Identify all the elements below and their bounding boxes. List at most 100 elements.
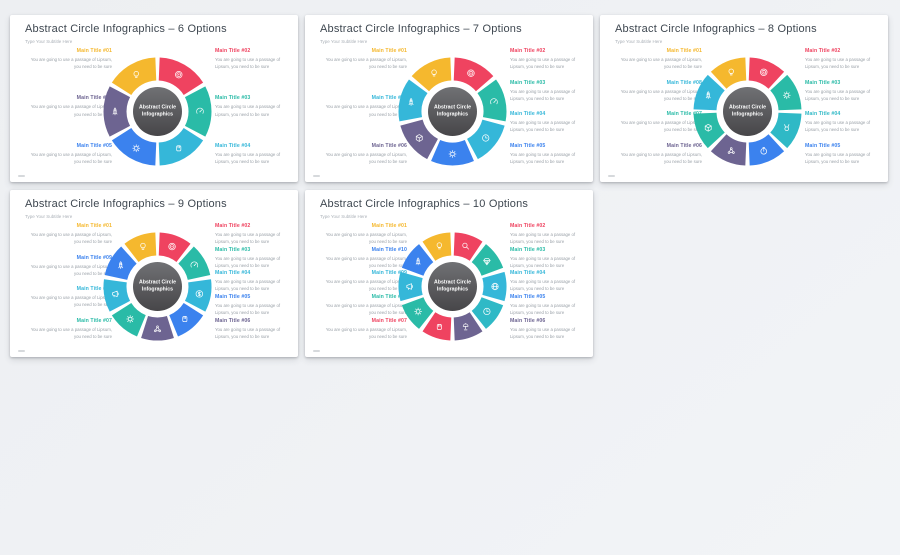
option-body-text: You are going to use a passage of Lipsum… (325, 326, 407, 339)
option-body-text: You are going to use a passage of Lipsum… (805, 120, 871, 133)
circle-diagram-svg (398, 57, 507, 166)
option-body-text: You are going to use a passage of Lipsum… (325, 104, 407, 117)
slide-number-mark (313, 350, 320, 352)
donut-segment (158, 57, 204, 95)
slide-thumbnail-8-options[interactable]: Abstract Circle Infographics – 8 Options… (600, 15, 888, 182)
donut-segment (467, 119, 505, 160)
rocket-icon (415, 257, 421, 266)
rocket-icon (118, 261, 124, 270)
donut-segment (710, 57, 747, 89)
option-label: Main Title #02 You are going to use a pas… (215, 223, 290, 245)
option-body-text: You are going to use a passage of Lipsum… (215, 303, 281, 316)
option-body-text: You are going to use a passage of Lipsum… (620, 57, 702, 70)
donut-segment (103, 86, 131, 137)
gem-icon (483, 258, 491, 266)
option-body-text: You are going to use a passage of Lipsum… (30, 326, 112, 339)
option-body-text: You are going to use a passage of Lipsum… (30, 263, 112, 276)
bulb-icon (431, 69, 437, 77)
option-title: Main Title #04 (215, 270, 251, 277)
option-title: Main Title #05 (215, 294, 251, 301)
option-body-text: You are going to use a passage of Lipsum… (510, 151, 576, 164)
option-label: Main Title #06 You are going to use a pas… (24, 95, 112, 117)
slide-thumbnail-10-options[interactable]: Abstract Circle Infographics – 10 Option… (305, 190, 593, 357)
option-label: Main Title #02 You are going to use a pas… (215, 48, 290, 70)
gauge-icon (196, 107, 204, 114)
bulb-icon (133, 71, 139, 78)
option-body-text: You are going to use a passage of Lipsum… (510, 232, 576, 245)
option-label: Main Title #05 You are going to use a pas… (215, 294, 290, 316)
circle-diagram-svg (103, 57, 212, 166)
circle-infographic: Abstract Circle Infographics (101, 55, 214, 168)
option-title: Main Title #06 (666, 142, 702, 149)
cube-icon (704, 123, 712, 132)
option-label: Main Title #06 You are going to use a pas… (215, 318, 290, 340)
donut-segment (453, 57, 494, 92)
option-label: Main Title #02 You are going to use a pas… (510, 223, 585, 245)
option-body-text: You are going to use a passage of Lipsum… (215, 279, 281, 292)
option-title: Main Title #08 (371, 294, 407, 301)
rocket-icon (705, 91, 711, 100)
slide-thumbnail-9-options[interactable]: Abstract Circle Infographics – 9 Options… (10, 190, 298, 357)
option-title: Main Title #01 (76, 223, 112, 229)
option-label: Main Title #05 You are going to use a pas… (805, 143, 880, 165)
bulb-icon (436, 242, 443, 250)
option-label: Main Title #01 You are going to use a pas… (319, 48, 407, 70)
option-label: Main Title #01 You are going to use a pas… (319, 223, 407, 245)
donut-segment (158, 232, 191, 262)
circle-infographic: Abstract Circle Infographics (101, 230, 214, 343)
donut-segment (184, 86, 212, 137)
gear-icon (448, 150, 457, 158)
option-body-text: You are going to use a passage of Lipsum… (510, 303, 576, 316)
option-body-text: You are going to use a passage of Lipsum… (510, 255, 576, 268)
slide-subtitle: Type Your Subtitle Here (615, 39, 663, 44)
left-labels-column: Main Title #01 You are going to use a pas… (24, 223, 112, 340)
option-label: Main Title #09 You are going to use a pas… (319, 270, 407, 292)
option-body-text: You are going to use a passage of Lipsum… (215, 57, 281, 70)
donut-segment (453, 232, 483, 261)
donut-segment (471, 244, 504, 276)
slide-thumbnail-6-options[interactable]: Abstract Circle Infographics – 6 Options… (10, 15, 298, 182)
slide-title: Abstract Circle Infographics – 7 Options (320, 23, 522, 35)
option-body-text: You are going to use a passage of Lipsum… (620, 151, 702, 164)
bulb-icon (728, 68, 734, 76)
fist-icon (182, 316, 188, 323)
option-label: Main Title #08 You are going to use a pas… (24, 286, 112, 308)
option-title: Main Title #04 (805, 111, 841, 118)
circle-infographic: Abstract Circle Infographics (396, 55, 509, 168)
option-title: Main Title #02 (510, 48, 546, 54)
option-title: Main Title #02 (510, 223, 546, 229)
target-icon (467, 69, 475, 77)
donut-segment (103, 279, 131, 312)
option-body-text: You are going to use a passage of Lipsum… (325, 303, 407, 316)
option-title: Main Title #09 (371, 270, 407, 277)
donut-segment (770, 74, 802, 111)
option-title: Main Title #05 (76, 142, 112, 149)
left-labels-column: Main Title #01 You are going to use a pas… (614, 48, 702, 165)
globe-icon (491, 282, 499, 291)
option-title: Main Title #01 (371, 223, 407, 229)
option-title: Main Title #03 (215, 95, 251, 102)
right-labels-column: Main Title #02 You are going to use a pas… (215, 223, 290, 340)
donut-segment (111, 128, 157, 166)
donut-segment (710, 134, 747, 166)
option-body-text: You are going to use a passage of Lipsum… (325, 57, 407, 70)
bulb-icon (140, 242, 146, 250)
right-labels-column: Main Title #02 You are going to use a pas… (805, 48, 880, 165)
circle-infographic: Abstract Circle Infographics (396, 230, 509, 343)
right-labels-column: Main Title #02 You are going to use a pas… (215, 48, 290, 165)
option-label: Main Title #07 You are going to use a pas… (24, 318, 112, 340)
option-title: Main Title #03 (510, 246, 546, 253)
slide-subtitle: Type Your Subtitle Here (25, 39, 73, 44)
option-title: Main Title #02 (215, 48, 251, 54)
clock-icon (483, 307, 491, 316)
slide-number-mark (18, 175, 25, 177)
slides-row-1: Abstract Circle Infographics – 6 Options… (10, 15, 888, 182)
center-circle (723, 87, 772, 136)
center-circle (428, 262, 477, 311)
option-label: Main Title #01 You are going to use a pas… (24, 48, 112, 70)
slide-thumbnail-7-options[interactable]: Abstract Circle Infographics – 7 Options… (305, 15, 593, 182)
gear-icon (414, 307, 422, 316)
left-labels-column: Main Title #01 You are going to use a pas… (24, 48, 112, 165)
option-body-text: You are going to use a passage of Lipsum… (805, 57, 871, 70)
